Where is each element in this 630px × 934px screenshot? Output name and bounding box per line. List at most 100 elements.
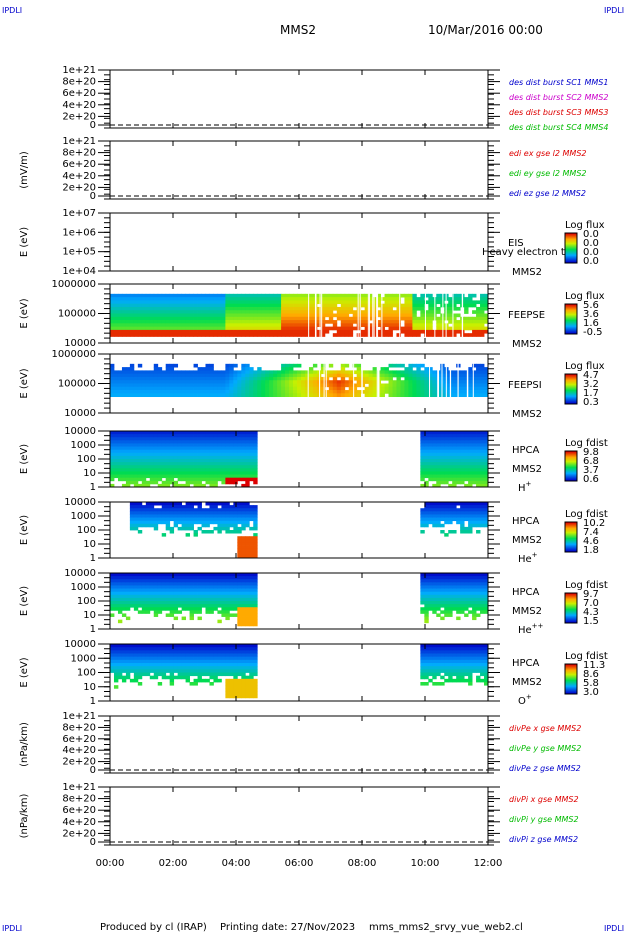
spectrogram-cell — [484, 446, 489, 451]
spectrogram-cell — [432, 386, 437, 391]
spectrogram-cell — [173, 431, 179, 435]
spectrogram-cell — [110, 434, 115, 438]
spectrogram-cell — [241, 471, 246, 475]
spectrogram-cell — [185, 582, 190, 586]
spectrogram-cell — [404, 383, 409, 388]
colorbar-step — [565, 459, 577, 461]
spectrogram-cell — [201, 373, 206, 378]
spectrogram-cell — [297, 383, 302, 388]
spectrogram-cell — [141, 591, 147, 596]
spectrogram-cell — [480, 517, 485, 522]
spectrogram-cell — [249, 383, 254, 388]
spectrogram-cell — [456, 443, 461, 447]
colorbar-frame — [564, 450, 578, 482]
spectrogram-cell — [472, 573, 477, 577]
spectrogram-cell — [169, 511, 175, 515]
spectrogram-cell — [117, 376, 123, 381]
spectrogram-cell — [181, 440, 186, 444]
colorbar-tick: 0.3 — [583, 397, 599, 408]
spectrogram-cell — [476, 306, 481, 311]
spectrogram-cell — [225, 443, 230, 447]
legend-entry: des dist burst SC2 MMS2 — [509, 93, 608, 102]
spectrogram-cell — [376, 320, 381, 324]
spectrogram-cell — [113, 383, 119, 388]
spectrogram-cell — [460, 591, 465, 596]
spectrogram-cell — [340, 370, 346, 375]
spectrogram-cell — [181, 650, 186, 654]
spectrogram-cell — [209, 452, 214, 457]
spectrogram-cell — [133, 376, 139, 381]
spectrogram-cell — [328, 303, 334, 308]
spectrogram-cell — [157, 644, 163, 648]
spectrogram-cell — [241, 297, 246, 301]
spectrogram-cell — [141, 380, 147, 384]
spectrogram-cell — [241, 333, 246, 337]
spectrogram-cell — [297, 373, 302, 378]
spectrogram-cell — [205, 576, 210, 580]
spectrogram-cell — [149, 333, 155, 337]
spectrogram-cell — [364, 390, 370, 394]
spectrogram-cell — [221, 610, 226, 614]
spectrogram-cell — [233, 300, 238, 305]
spectrogram-cell — [448, 511, 453, 515]
spectrogram-cell — [181, 576, 186, 580]
corner-mark-bottom-left: IPDLI — [2, 924, 22, 933]
spectrogram-cell — [456, 477, 461, 482]
spectrogram-cell — [153, 323, 159, 328]
colorbar-title: Log flux — [565, 220, 605, 231]
spectrogram-cell — [145, 320, 151, 324]
spectrogram-cell — [460, 370, 465, 375]
spectrogram-cell — [472, 502, 477, 506]
spectrogram-cell — [197, 446, 202, 451]
spectrogram-cell — [368, 370, 374, 375]
spectrogram-cell — [448, 517, 453, 522]
spectrogram-cell — [229, 471, 234, 475]
spectrogram-cell — [452, 576, 457, 580]
spectrogram-cell — [297, 390, 302, 394]
spectrogram-cell — [113, 440, 119, 444]
spectrogram-cell — [297, 386, 302, 391]
spectrogram-cell — [201, 468, 206, 472]
spectrogram-cell — [177, 437, 183, 441]
spectrogram-cell — [253, 310, 258, 314]
spectrogram-cell — [217, 582, 222, 586]
spectrogram-cell — [189, 594, 194, 599]
spectrogram-cell — [468, 523, 473, 528]
spectrogram-cell — [129, 452, 135, 457]
spectrogram-cell — [241, 313, 246, 318]
spectrogram-cell — [452, 300, 457, 305]
spectrogram-cell — [177, 333, 183, 337]
colorbar-step — [565, 378, 577, 380]
spectrogram-cell — [396, 306, 401, 311]
spectrogram-cell — [213, 502, 218, 506]
spectrogram-cell — [416, 320, 421, 324]
spectrogram-cell — [452, 393, 457, 398]
spectrogram-cell — [281, 310, 286, 314]
spectrogram-cell — [452, 434, 457, 438]
spectrogram-cell — [269, 306, 274, 311]
spectrogram-cell — [157, 474, 163, 479]
spectrogram-cell — [189, 465, 194, 469]
spectrogram-cell — [177, 610, 183, 614]
spectrogram-cell — [464, 437, 469, 441]
spectrogram-cell — [300, 300, 306, 305]
spectrogram-cell — [480, 514, 485, 518]
spectrogram-cell — [368, 323, 374, 328]
spectrogram-cell — [181, 616, 186, 621]
spectrogram-cell — [412, 303, 417, 308]
spectrogram-cell — [137, 483, 143, 488]
y-tick-label: 100000 — [58, 309, 96, 320]
spectrogram-cell — [476, 333, 481, 337]
spectrogram-cell — [201, 511, 206, 515]
spectrogram-cell — [257, 300, 262, 305]
spectrogram-cell — [125, 591, 131, 596]
spectrogram-cell — [452, 373, 457, 378]
spectrogram-cell — [145, 663, 151, 667]
y-tick-label: 10000 — [64, 568, 96, 579]
spectrogram-cell — [368, 316, 374, 321]
spectrogram-cell — [129, 669, 135, 673]
spectrogram-cell — [249, 443, 254, 447]
spectrogram-cell — [221, 452, 226, 457]
spectrogram-cell — [221, 613, 226, 617]
